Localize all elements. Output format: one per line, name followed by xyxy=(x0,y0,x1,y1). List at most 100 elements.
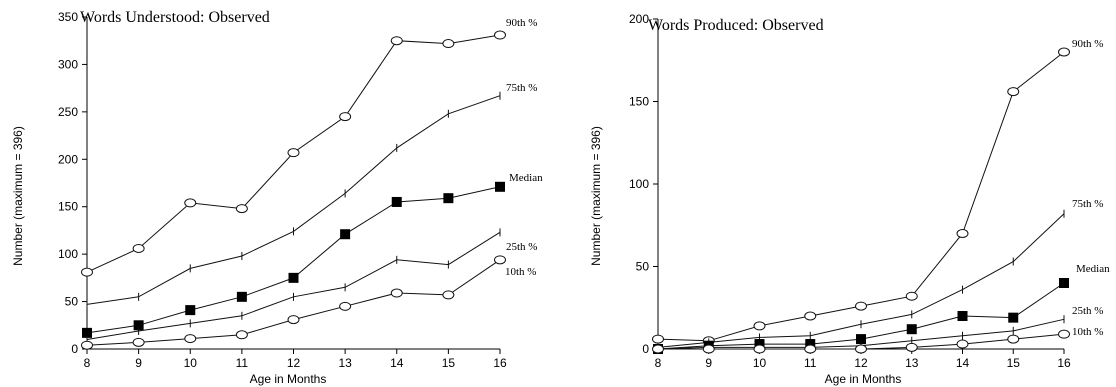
data-point-circle xyxy=(339,301,352,311)
data-point-circle xyxy=(702,344,715,354)
data-point-square xyxy=(185,305,196,316)
data-point-circle xyxy=(132,243,145,253)
words-understood-y-tick-label: 350 xyxy=(58,10,78,24)
data-point-circle xyxy=(753,321,766,331)
data-point-circle xyxy=(652,344,664,354)
words-understood-title: Words Understood: Observed xyxy=(80,9,270,26)
words-produced-label-75th: 75th % xyxy=(1072,198,1103,210)
data-point-circle xyxy=(287,148,300,158)
words-understood-line-median xyxy=(86,186,501,334)
words-understood-x-tick-label: 8 xyxy=(84,356,91,370)
words-produced-series-75th: 75th % xyxy=(657,198,1103,352)
words-produced-series-90th: 90th % xyxy=(652,38,1103,346)
words-produced-x-tick-label: 11 xyxy=(804,356,817,370)
words-produced-y-tick-label: 50 xyxy=(636,260,650,274)
words-understood-x-tick-label: 11 xyxy=(236,356,249,370)
data-point-circle xyxy=(1058,329,1070,339)
words-understood-series-median: Median xyxy=(82,172,543,338)
words-produced-x-axis-label: Age in Months xyxy=(825,372,902,386)
words-produced-title: Words Produced: Observed xyxy=(648,17,824,34)
words-produced-panel: Words Produced: Observed Age in Months N… xyxy=(589,12,1110,386)
data-point-square xyxy=(236,291,247,302)
words-understood-x-tick-label: 12 xyxy=(287,356,301,370)
words-understood-x-tick-label: 10 xyxy=(184,356,198,370)
words-understood-y-tick-label: 300 xyxy=(58,57,78,71)
words-understood-series-90th: 90th % xyxy=(81,17,537,277)
words-produced-series-25th: 25th % xyxy=(657,305,1103,353)
data-point-circle xyxy=(287,315,300,325)
words-produced-y-tick-label: 100 xyxy=(629,177,649,191)
data-point-square xyxy=(340,229,351,240)
data-point-circle xyxy=(442,39,455,49)
words-produced-x-tick-label: 12 xyxy=(854,356,868,370)
data-point-circle xyxy=(905,342,918,352)
data-point-circle xyxy=(235,204,248,214)
words-understood-label-75th: 75th % xyxy=(506,82,537,94)
words-understood-y-tick-label: 200 xyxy=(58,152,78,166)
data-point-circle xyxy=(390,36,403,46)
data-point-circle xyxy=(652,334,664,344)
words-produced-y-tick-label: 150 xyxy=(629,95,649,109)
data-point-circle xyxy=(956,229,969,238)
words-produced-label-25th: 25th % xyxy=(1072,305,1103,317)
words-understood-line-10th xyxy=(86,259,501,346)
data-point-circle xyxy=(804,311,817,321)
words-produced-x-tick-label: 8 xyxy=(655,356,662,370)
words-understood-y-tick-label: 0 xyxy=(71,342,78,356)
words-understood-x-tick-label: 15 xyxy=(442,356,456,370)
words-produced-x-tick-label: 9 xyxy=(705,356,712,370)
words-produced-line-90th xyxy=(657,51,1065,342)
words-understood-series-10th: 10th % xyxy=(81,255,536,350)
words-produced-label-median: Median xyxy=(1076,263,1110,275)
data-point-circle xyxy=(390,288,403,298)
words-understood-y-axis-label: Number (maximum = 396) xyxy=(11,126,25,266)
data-point-square xyxy=(391,196,402,207)
words-understood-x-tick-label: 14 xyxy=(390,356,404,370)
words-understood-y-tick-label: 150 xyxy=(58,200,78,214)
words-understood-label-25th: 25th % xyxy=(506,241,537,253)
words-produced-x-tick-label: 10 xyxy=(753,356,767,370)
data-point-circle xyxy=(494,30,506,40)
words-produced-series-median: Median xyxy=(653,263,1110,354)
data-point-square xyxy=(443,193,454,204)
words-understood-label-median: Median xyxy=(509,172,543,184)
words-understood-y-tick-label: 100 xyxy=(58,247,78,261)
data-point-square xyxy=(288,272,299,283)
words-produced-series-10th: 10th % xyxy=(652,326,1103,354)
data-point-circle xyxy=(442,290,455,300)
data-point-circle xyxy=(184,198,197,208)
words-understood-x-axis-label: Age in Months xyxy=(250,372,327,386)
data-point-circle xyxy=(81,267,93,277)
words-produced-x-tick-label: 15 xyxy=(1007,356,1021,370)
words-understood-y-tick-label: 250 xyxy=(58,105,78,119)
words-understood-panel: Words Understood: Observed Age in Months… xyxy=(11,9,543,386)
words-understood-x-tick-label: 9 xyxy=(135,356,142,370)
data-point-circle xyxy=(81,340,93,350)
words-produced-label-90th: 90th % xyxy=(1072,38,1103,50)
data-point-circle xyxy=(1007,334,1020,344)
data-point-circle xyxy=(956,339,969,349)
data-point-circle xyxy=(1058,47,1070,57)
data-point-circle xyxy=(339,112,352,122)
data-point-circle xyxy=(855,301,867,311)
data-point-circle xyxy=(494,255,506,265)
words-produced-x-tick-label: 13 xyxy=(905,356,919,370)
words-understood-label-90th: 90th % xyxy=(506,17,537,29)
words-produced-y-axis-label: Number (maximum = 396) xyxy=(589,126,603,266)
data-point-circle xyxy=(235,330,248,340)
words-produced-x-tick-label: 16 xyxy=(1057,356,1071,370)
words-understood-series-75th: 75th % xyxy=(86,82,537,309)
data-point-circle xyxy=(184,334,197,344)
words-produced-label-10th: 10th % xyxy=(1072,326,1103,338)
words-understood-y-tick-label: 50 xyxy=(65,295,79,309)
words-produced-x-tick-label: 14 xyxy=(956,356,970,370)
words-understood-label-10th: 10th % xyxy=(505,266,536,278)
words-produced-y-tick-label: 0 xyxy=(642,342,649,356)
data-point-square xyxy=(906,324,917,335)
data-point-square xyxy=(957,311,968,321)
data-point-square xyxy=(495,181,505,192)
data-point-circle xyxy=(905,291,918,301)
data-point-square xyxy=(1008,312,1019,323)
data-point-circle xyxy=(753,344,766,354)
